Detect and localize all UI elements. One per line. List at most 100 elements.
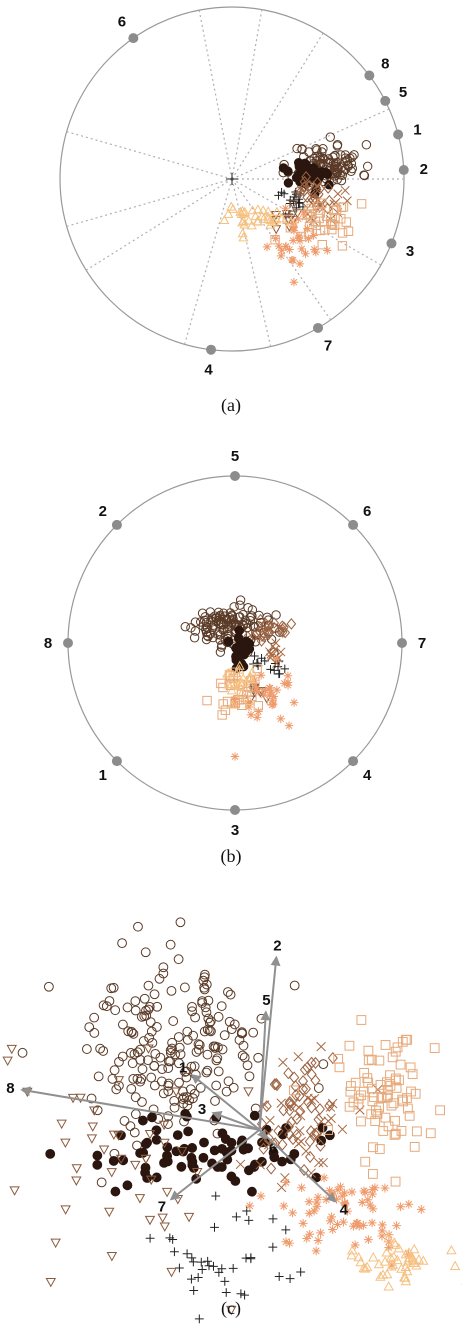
anchor-label: 4: [204, 362, 213, 379]
data-point-triangle-up: [236, 688, 247, 698]
data-point-open-circle: [187, 1002, 197, 1012]
data-point-open-circle: [215, 647, 226, 657]
data-point-open-circle: [205, 607, 216, 617]
data-point-asterisk: [309, 1206, 319, 1216]
data-point-triangle-down: [281, 210, 292, 220]
data-point-filled-circle: [223, 636, 234, 647]
data-point-open-circle: [340, 164, 351, 175]
data-point-filled-circle: [317, 1122, 328, 1133]
data-point-open-circle: [84, 1022, 95, 1033]
data-point-square: [385, 1070, 395, 1081]
data-point-plus: [228, 1263, 238, 1273]
data-point-open-circle: [297, 144, 307, 155]
data-point-filled-circle: [108, 1156, 119, 1166]
data-point-asterisk: [392, 1221, 401, 1231]
data-point-x-mark: [326, 1113, 336, 1124]
data-point-square: [353, 1093, 364, 1104]
data-point-open-circle: [210, 1043, 221, 1053]
data-point-triangle-down: [192, 1168, 203, 1178]
data-point-plus: [268, 1242, 278, 1252]
data-point-x-mark: [312, 181, 322, 191]
data-point-open-circle: [199, 1026, 210, 1037]
data-point-open-circle: [205, 1016, 216, 1027]
data-point-asterisk: [377, 1220, 387, 1230]
data-point-triangle-down: [88, 1106, 100, 1116]
data-point-triangle-down: [145, 1175, 157, 1186]
data-point-asterisk: [305, 1229, 315, 1239]
data-point-open-circle: [330, 151, 340, 161]
data-point-open-circle: [144, 1001, 155, 1012]
data-point-asterisk: [295, 236, 305, 245]
data-point-triangle-up: [285, 216, 296, 226]
data-point-diamond: [274, 624, 285, 637]
data-point-square: [383, 1121, 394, 1132]
data-point-triangle-down: [166, 1267, 177, 1278]
data-point-asterisk: [299, 208, 308, 217]
data-point-filled-circle: [92, 1150, 103, 1161]
data-point-diamond: [300, 180, 310, 193]
data-point-open-circle: [201, 1067, 212, 1078]
data-point-open-circle: [224, 623, 234, 633]
data-point-open-circle: [175, 1049, 186, 1060]
data-point-triangle-down: [75, 1093, 86, 1104]
data-point-triangle-up: [235, 677, 246, 687]
data-point-plus: [189, 1286, 199, 1295]
data-point-open-circle: [330, 164, 340, 174]
data-point-asterisk: [268, 696, 277, 705]
data-point-diamond: [301, 171, 311, 183]
data-point-asterisk: [272, 654, 281, 664]
data-point-triangle-up: [238, 215, 249, 226]
data-point-open-circle: [146, 1072, 157, 1083]
data-point-open-circle: [163, 1078, 174, 1089]
loading-arrow: [258, 1010, 271, 1130]
data-point-open-circle: [98, 1046, 109, 1056]
data-point-open-circle: [17, 1047, 28, 1058]
data-point-plus: [210, 1222, 219, 1232]
data-point-triangle-up: [230, 680, 241, 690]
data-point-triangle-down: [134, 1194, 146, 1204]
data-point-plus: [244, 1216, 254, 1225]
data-point-open-circle: [143, 980, 154, 991]
data-point-open-circle: [292, 143, 302, 154]
anchor-label: 1: [99, 767, 107, 784]
data-point-asterisk: [387, 1260, 397, 1270]
data-point-open-circle: [226, 1024, 237, 1035]
data-point-triangle-up: [226, 685, 237, 695]
data-point-triangle-up: [236, 208, 247, 219]
data-point-open-circle: [213, 1066, 224, 1077]
data-point-filled-circle: [278, 163, 289, 173]
data-point-open-circle: [340, 153, 351, 163]
data-point-asterisk: [350, 1240, 360, 1250]
data-point-plus: [220, 1276, 230, 1286]
spoke-line: [198, 10, 233, 180]
data-point-triangle-down: [106, 1168, 117, 1178]
data-point-triangle-down: [71, 1176, 82, 1186]
spoke-line: [231, 32, 324, 180]
data-point-triangle-down: [60, 1205, 71, 1215]
data-point-filled-circle: [142, 1173, 153, 1183]
data-point-square: [381, 1092, 392, 1103]
data-point-diamond: [271, 1077, 282, 1090]
data-point-open-circle: [81, 1044, 92, 1054]
data-point-asterisk: [313, 1236, 323, 1245]
data-point-open-circle: [119, 1116, 130, 1126]
data-point-diamond: [312, 176, 323, 189]
data-point-square: [405, 1062, 416, 1073]
data-point-asterisk: [294, 233, 304, 243]
data-point-open-circle: [199, 982, 210, 993]
data-point-open-circle: [332, 140, 343, 150]
data-point-x-mark: [306, 189, 316, 199]
data-point-open-circle: [152, 1001, 163, 1012]
data-point-open-circle: [319, 154, 329, 164]
data-point-open-circle: [95, 1043, 106, 1054]
data-point-triangle-up: [256, 211, 268, 221]
anchor-label: 6: [118, 14, 126, 31]
data-point-triangle-up: [271, 206, 282, 216]
data-point-square: [363, 1055, 374, 1066]
data-point-square: [389, 1130, 400, 1140]
data-point-x-mark: [255, 1160, 265, 1170]
data-point-open-circle: [135, 1054, 146, 1065]
data-point-triangle-down: [103, 1207, 115, 1218]
data-point-plus: [188, 1257, 198, 1267]
panel-b: 5 6 7 4 3 1 8 2: [44, 448, 426, 839]
